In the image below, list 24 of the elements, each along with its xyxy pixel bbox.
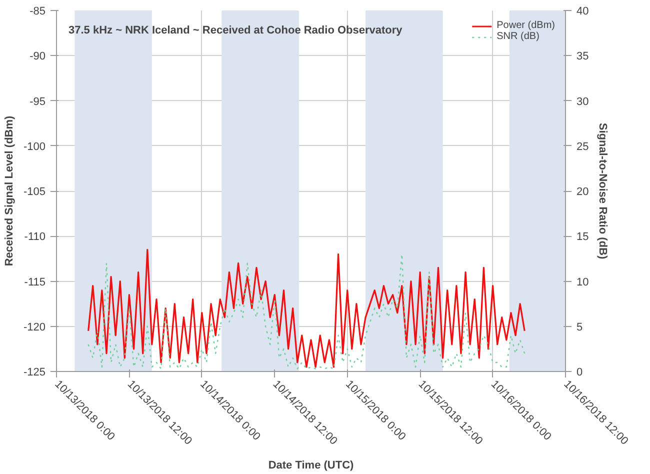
legend-label: Power (dBm) [496, 20, 555, 31]
y-tick-label: -90 [30, 50, 46, 63]
y-tick-label: -110 [24, 231, 46, 244]
y-tick-label: -125 [23, 366, 46, 378]
y2-tick-label: 5 [576, 321, 583, 334]
y-tick-label: -85 [30, 6, 46, 18]
y-axis-title: Received Signal Level (dBm) [3, 115, 16, 266]
y2-tick-label: 20 [576, 186, 589, 198]
y2-axis-title: Signal-to-Noise Ratio (dB) [596, 122, 609, 260]
y-tick-label: -105 [23, 186, 46, 198]
y2-tick-label: 35 [576, 50, 589, 63]
y-tick-label: -115 [24, 276, 46, 288]
y-tick-label: -95 [30, 96, 46, 108]
x-axis-title: Date Time (UTC) [268, 460, 354, 472]
y2-tick-label: 25 [576, 140, 589, 153]
text: 37.5 kHz ~ NRK Iceland ~ Received at Cohoe Radio Observatory [68, 24, 404, 36]
y2-tick-label: 10 [576, 276, 589, 288]
y2-tick-label: 30 [576, 96, 589, 108]
y-tick-label: -100 [23, 140, 46, 153]
y-tick-label: -120 [23, 321, 46, 334]
legend-label: SNR (dB) [496, 31, 540, 42]
y2-tick-label: 40 [576, 6, 589, 18]
y2-tick-label: 15 [576, 231, 589, 244]
y2-tick-label: 0 [576, 366, 583, 378]
